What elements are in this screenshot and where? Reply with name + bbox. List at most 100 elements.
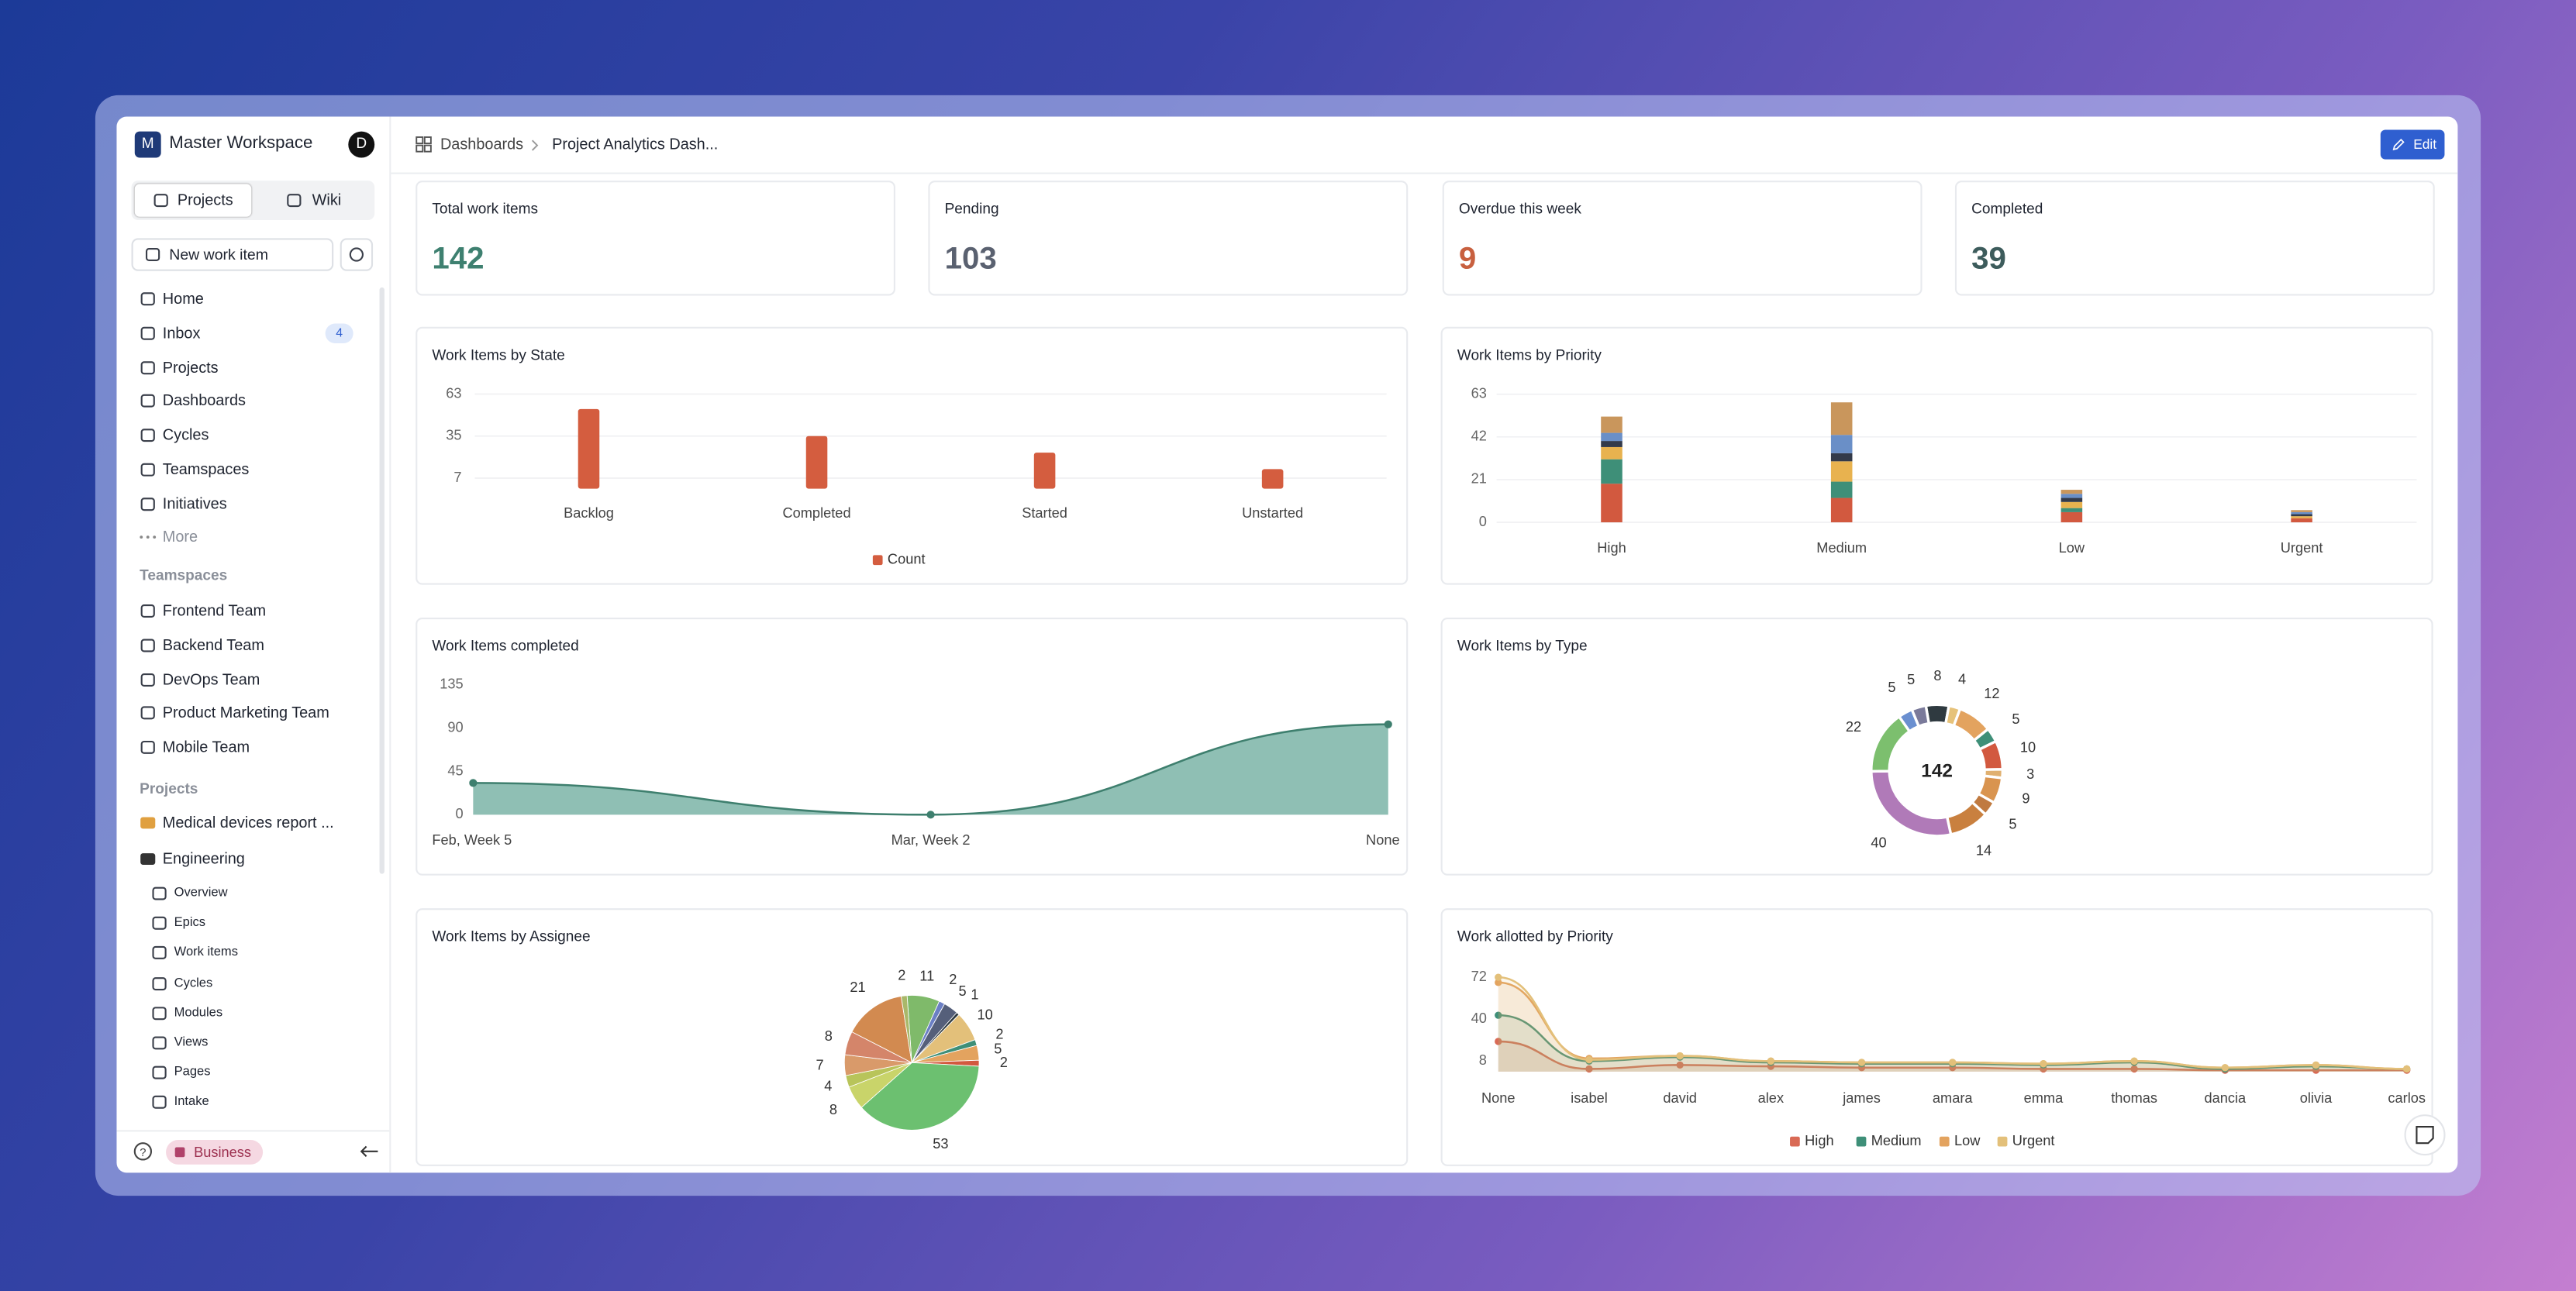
icon-shape	[152, 886, 167, 900]
bar-segment	[1601, 446, 1623, 460]
chart-title: Work Items by Priority	[1457, 346, 1602, 363]
pie-slice	[860, 1062, 980, 1131]
sidebar-border	[389, 116, 391, 1173]
workspace-avatar: M	[134, 131, 161, 158]
bar-segment	[2060, 511, 2083, 523]
breadcrumb-link[interactable]: Dashboards	[440, 134, 524, 153]
content: Total work items 142 Pending 103 Overdue thi…	[391, 174, 2457, 1173]
data-label: 5	[958, 983, 966, 999]
legend-label: High	[1805, 1133, 1833, 1148]
breadcrumb-current: Project Analytics Dash...	[552, 134, 719, 153]
icon-shape	[152, 1066, 167, 1079]
nav-item[interactable]: Inbox	[162, 322, 201, 342]
area	[473, 724, 1388, 815]
chart-card: Work allotted by Priority 8 40 72 None isabel…	[1440, 908, 2433, 1166]
project-sub-item[interactable]: Work items	[174, 945, 238, 960]
project-sub-item[interactable]: Views	[174, 1034, 209, 1049]
data-label: 2	[949, 972, 957, 987]
edit-button[interactable]: Edit	[2380, 129, 2445, 160]
teamspace-item[interactable]: Frontend Team	[162, 601, 267, 619]
bar-segment	[2060, 508, 2083, 512]
nav-item[interactable]: Projects	[162, 356, 219, 376]
data-label: 40	[1871, 835, 1886, 851]
project-sub-item[interactable]: Intake	[174, 1093, 209, 1109]
icon	[140, 604, 155, 618]
project-sub-item[interactable]: Modules	[174, 1004, 223, 1020]
icon	[140, 394, 155, 408]
x-tick-label: None	[1366, 832, 1400, 848]
stat-label: Total work items	[432, 200, 539, 217]
icon-shape	[140, 394, 155, 408]
x-tick-label: Medium	[1816, 540, 1867, 556]
point	[1495, 1038, 1502, 1045]
teamspace-item[interactable]: Mobile Team	[162, 737, 250, 756]
icon-shape	[140, 326, 155, 340]
nav-item[interactable]: Home	[162, 288, 204, 308]
nav-item[interactable]: Cycles	[162, 425, 209, 444]
icon	[152, 1066, 167, 1079]
tab[interactable]: Projects	[177, 190, 233, 208]
line	[1498, 1040, 2407, 1072]
x-tick-label: thomas	[2111, 1090, 2157, 1106]
project-sub-item[interactable]: Pages	[174, 1064, 211, 1079]
data-label: 5	[994, 1041, 1002, 1057]
project-item[interactable]: Medical devices report ...	[162, 812, 334, 831]
donut-center-label: 142	[1921, 761, 1953, 782]
bar-segment	[1601, 459, 1623, 484]
icon-shape	[423, 136, 432, 144]
data-label: 5	[2009, 817, 2016, 832]
new-item-button[interactable]	[131, 238, 334, 271]
icon-shape	[2416, 1125, 2434, 1145]
project-sub-item[interactable]: Epics	[174, 914, 206, 930]
teamspace-item[interactable]: DevOps Team	[162, 669, 260, 687]
nav-item[interactable]: Initiatives	[162, 494, 227, 512]
nav-more[interactable]: More	[162, 527, 198, 546]
nav-item[interactable]: Dashboards	[162, 391, 246, 410]
data-label: 2	[898, 968, 905, 983]
icon-shape	[174, 1147, 185, 1158]
stat-value: 9	[1458, 242, 1477, 277]
project-sub-item[interactable]: Cycles	[174, 974, 213, 990]
icon-shape	[152, 946, 167, 960]
teamspace-item[interactable]: Backend Team	[162, 635, 264, 653]
icon-shape	[140, 463, 155, 477]
icon	[140, 497, 155, 511]
chart: 7 35 63 Backlog Completed Started Unstarted Cou…	[446, 385, 1387, 567]
data-label: 53	[933, 1136, 948, 1152]
new-item-label[interactable]: New work item	[169, 246, 268, 263]
plan-badge[interactable]: Business	[166, 1140, 264, 1165]
scrollbar	[379, 287, 385, 874]
nav-item[interactable]: Teamspaces	[162, 460, 250, 478]
edit-label: Edit	[2413, 136, 2437, 153]
user-avatar[interactable]: D	[348, 131, 375, 158]
project-item[interactable]: Engineering	[162, 849, 245, 867]
sticky-note-button[interactable]	[2403, 1114, 2446, 1156]
x-tick-label: Feb, Week 5	[432, 832, 512, 848]
icon-shape	[133, 1142, 153, 1161]
x-tick-label: david	[1663, 1090, 1697, 1106]
breadcrumb-separator	[531, 139, 539, 151]
icon-shape	[140, 360, 155, 374]
point	[1676, 1061, 1684, 1069]
icon	[153, 194, 168, 208]
search-button[interactable]	[340, 238, 374, 271]
workspace-name[interactable]: Master Workspace	[169, 133, 313, 153]
chart-card: Work Items by Assignee 11 2 5 1 10 2 5 2 53 8 4 7 8 21…	[416, 908, 1409, 1166]
icon	[152, 946, 167, 960]
chart-card: Work Items by State 7 35 63 Backlog Completed…	[416, 326, 1409, 585]
icon-shape	[152, 1006, 167, 1020]
tab[interactable]: Wiki	[312, 190, 342, 208]
chart-card: Work Items by Type 8 4 12 5 10 3 9 5 14 40 22 5 5 142	[1440, 617, 2433, 876]
teamspace-item[interactable]: Product Marketing Team	[162, 703, 329, 721]
chart-card: Work Items completed 0 45 90 135 Feb, Week 5 M…	[416, 617, 1409, 876]
icon-glyph: ?	[140, 1147, 146, 1159]
chart-title: Work Items completed	[432, 637, 579, 654]
bar-segment	[2291, 518, 2312, 523]
stat-card: Completed 39	[1954, 181, 2435, 296]
project-sub-item[interactable]: Overview	[174, 884, 228, 900]
stat-label: Overdue this week	[1458, 200, 1581, 217]
x-tick-label: emma	[2024, 1090, 2064, 1106]
data-label: 5	[2012, 711, 2019, 727]
data-label: 4	[824, 1078, 832, 1093]
